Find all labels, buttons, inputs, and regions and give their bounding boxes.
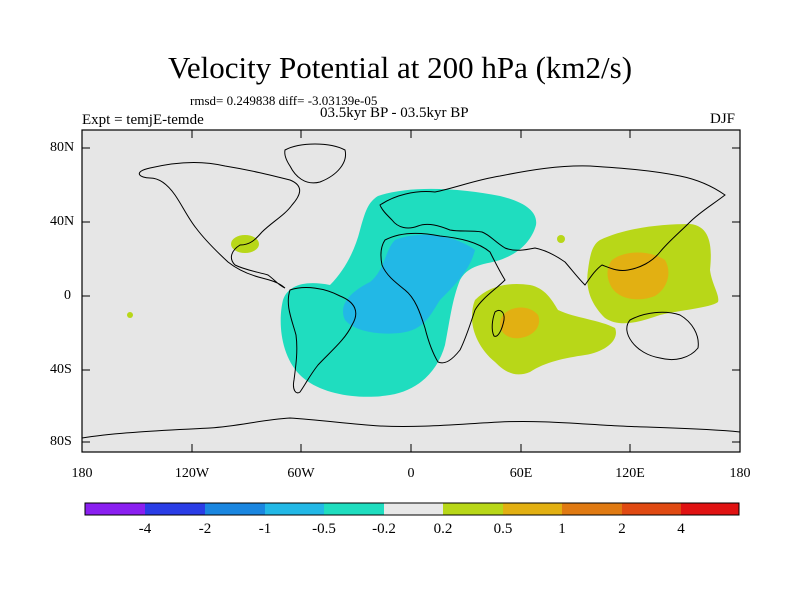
colorbar-swatch [443,503,503,515]
colorbar-swatch [622,503,681,515]
colorbar-swatch [681,503,739,515]
colorbar-label: 4 [677,521,685,537]
lon-label: 180 [71,466,93,481]
coastline-australia [626,311,699,361]
colorbar-swatch [384,503,443,515]
lon-label: 60W [287,466,315,481]
colorbar-label: 0.2 [433,521,453,537]
lon-label: 120W [174,466,210,481]
lat-label: 80N [50,140,75,155]
colorbar-swatch [205,503,265,515]
colorbar-swatch [503,503,562,515]
colorbar-label: -2 [198,521,212,537]
anomaly-positive-speck-arabia [557,235,565,243]
anomaly-positive-speck-pacific [127,312,133,318]
anomaly-positive-indian-core [500,307,540,339]
colorbar-swatch [562,503,622,515]
colorbar-label: 0.5 [493,521,513,537]
anomaly-positive-indian [472,283,616,375]
colorbar-label: 1 [558,521,566,537]
lon-label: 60E [509,466,533,481]
lat-label: 40N [50,214,75,229]
lat-label: 0 [64,288,71,303]
experiment-label: Expt = temjE-temde [82,112,204,128]
coastline-greenland [284,143,347,184]
colorbar-label: -4 [138,521,152,537]
stats-line: rmsd= 0.249838 diff= -3.03139e-05 [190,93,378,108]
season-label: DJF [710,111,736,127]
coastline-africa [380,232,506,364]
colorbar-frame [84,502,740,516]
coastline-madagascar [491,309,505,337]
plot-title: Velocity Potential at 200 hPa (km2/s) [167,50,633,85]
lat-label: 40S [50,362,72,377]
lon-label: 180 [729,466,751,481]
colorbar-label: 2 [618,521,626,537]
coastline-south-america [287,287,357,394]
lon-label: 120E [615,466,645,481]
coastline-eurasia [379,165,726,286]
coastline-north-america [138,161,301,289]
lon-label: 0 [407,466,415,481]
anomaly-positive-pacific-core [607,252,669,300]
colorbar-label: -0.2 [372,521,396,537]
anomaly-negative-core [342,234,475,334]
lon-tick-marks [81,130,741,452]
colorbar-label: -1 [258,521,272,537]
colorbar-swatch [265,503,324,515]
colorbar [84,502,740,516]
period-label: 03.5kyr BP - 03.5kyr BP [320,105,469,121]
lat-tick-marks [82,147,740,443]
lat-label: 80S [50,434,72,449]
colorbar-label: -0.5 [312,521,336,537]
colorbar-swatch [324,503,384,515]
colorbar-swatch [145,503,205,515]
coastline-antarctica [81,417,741,439]
coastlines [81,143,741,439]
colorbar-swatch [85,503,145,515]
